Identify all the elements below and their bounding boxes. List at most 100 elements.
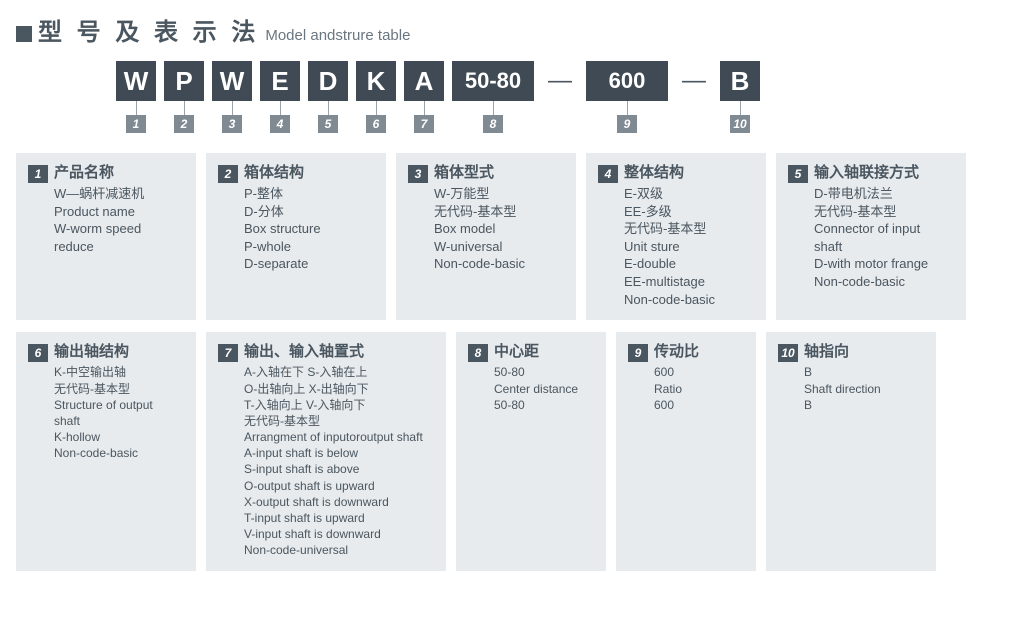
card-body: W-万能型 无代码-基本型 Box model W-universal Non-… <box>434 185 564 273</box>
card-badge-5: 5 <box>788 165 808 183</box>
code-column-2: P2 <box>164 61 204 133</box>
dash-separator: — <box>542 61 578 95</box>
legend-card-3: 3 箱体型式W-万能型 无代码-基本型 Box model W-universal… <box>396 153 576 320</box>
card-title: 箱体结构 <box>244 163 304 183</box>
code-box-2: P <box>164 61 204 101</box>
selector-badge-3: 3 <box>222 115 242 133</box>
code-box-6: K <box>356 61 396 101</box>
tick-line <box>328 101 329 115</box>
card-head: 3 箱体型式 <box>408 163 564 183</box>
card-head: 10 轴指向 <box>778 342 924 362</box>
legend-card-8: 8 中心距50-80 Center distance 50-80 <box>456 332 606 571</box>
legend-card-9: 9 传动比600 Ratio 600 <box>616 332 756 571</box>
title-cn: 型 号 及 表 示 法 <box>38 12 259 47</box>
tick-line <box>136 101 137 115</box>
card-title: 箱体型式 <box>434 163 494 183</box>
selector-badge-10: 10 <box>730 115 750 133</box>
tick-line <box>232 101 233 115</box>
code-column-10: B 10 <box>720 61 760 133</box>
code-box-4: E <box>260 61 300 101</box>
code-box-5: D <box>308 61 348 101</box>
cards-row-1: 1 产品名称W—蜗杆减速机 Product name W-worm speed r… <box>16 153 1011 320</box>
selector-badge-2: 2 <box>174 115 194 133</box>
card-body: P-整体 D-分体 Box structure P-whole D-separa… <box>244 185 374 273</box>
card-head: 8 中心距 <box>468 342 594 362</box>
code-column-5: D5 <box>308 61 348 133</box>
page-title: 型 号 及 表 示 法 Model andstrure table <box>16 12 1011 47</box>
code-column-1: W1 <box>116 61 156 133</box>
card-body: D-带电机法兰 无代码-基本型 Connector of input shaft… <box>814 185 954 290</box>
code-column-3: W3 <box>212 61 252 133</box>
card-badge-4: 4 <box>598 165 618 183</box>
title-square-icon <box>16 26 32 42</box>
card-title: 输入轴联接方式 <box>814 163 919 183</box>
code-column-7: A7 <box>404 61 444 133</box>
card-body: 600 Ratio 600 <box>654 364 744 413</box>
code-column-6: K6 <box>356 61 396 133</box>
card-body: B Shaft direction B <box>804 364 924 413</box>
tick-line <box>493 101 494 115</box>
selector-badge-9: 9 <box>617 115 637 133</box>
legend-card-7: 7 输出、输入轴置式A-入轴在下 S-入轴在上 O-出轴向上 X-出轴向下 T-入… <box>206 332 446 571</box>
dash-separator: — <box>676 61 712 95</box>
tick-line <box>184 101 185 115</box>
legend-card-4: 4 整体结构E-双级 EE-多级 无代码-基本型 Unit sture E-dou… <box>586 153 766 320</box>
card-body-cn: A-入轴在下 S-入轴在上 O-出轴向上 X-出轴向下 T-入轴向上 V-入轴向… <box>244 364 434 429</box>
tick-line <box>740 101 741 115</box>
card-body: E-双级 EE-多级 无代码-基本型 Unit sture E-double E… <box>624 185 754 308</box>
selector-badge-1: 1 <box>126 115 146 133</box>
card-body: 50-80 Center distance 50-80 <box>494 364 594 413</box>
card-title: 输出轴结构 <box>54 342 129 362</box>
card-head: 6 输出轴结构 <box>28 342 184 362</box>
card-badge-3: 3 <box>408 165 428 183</box>
legend-card-1: 1 产品名称W—蜗杆减速机 Product name W-worm speed r… <box>16 153 196 320</box>
card-title: 产品名称 <box>54 163 114 183</box>
card-body: K-中空输出轴 无代码-基本型 Structure of output shaf… <box>54 364 184 461</box>
code-box-9: 600 <box>586 61 668 101</box>
model-code-selector: W1P2W3E4D5K6A750-808—6009—B10 <box>116 61 1011 133</box>
legend-card-5: 5 输入轴联接方式D-带电机法兰 无代码-基本型 Connector of inp… <box>776 153 966 320</box>
code-box-8: 50-80 <box>452 61 534 101</box>
card-badge-10: 10 <box>778 344 798 362</box>
card-title: 输出、输入轴置式 <box>244 342 364 362</box>
tick-line <box>376 101 377 115</box>
tick-line <box>280 101 281 115</box>
cards-row-2: 6 输出轴结构K-中空输出轴 无代码-基本型 Structure of outpu… <box>16 332 1011 571</box>
card-head: 2 箱体结构 <box>218 163 374 183</box>
card-head: 9 传动比 <box>628 342 744 362</box>
selector-badge-4: 4 <box>270 115 290 133</box>
code-box-10: B <box>720 61 760 101</box>
selector-badge-7: 7 <box>414 115 434 133</box>
code-box-7: A <box>404 61 444 101</box>
card-badge-2: 2 <box>218 165 238 183</box>
tick-line <box>627 101 628 115</box>
selector-badge-8: 8 <box>483 115 503 133</box>
card-badge-8: 8 <box>468 344 488 362</box>
legend-card-10: 10 轴指向B Shaft direction B <box>766 332 936 571</box>
legend-card-2: 2 箱体结构P-整体 D-分体 Box structure P-whole D-s… <box>206 153 386 320</box>
card-badge-6: 6 <box>28 344 48 362</box>
tick-line <box>424 101 425 115</box>
code-column-4: E4 <box>260 61 300 133</box>
card-body: W—蜗杆减速机 Product name W-worm speed reduce <box>54 185 184 255</box>
card-title: 传动比 <box>654 342 699 362</box>
selector-badge-6: 6 <box>366 115 386 133</box>
code-column-8: 50-80 8 <box>452 61 534 133</box>
code-box-1: W <box>116 61 156 101</box>
card-title: 整体结构 <box>624 163 684 183</box>
card-badge-9: 9 <box>628 344 648 362</box>
card-head: 1 产品名称 <box>28 163 184 183</box>
card-badge-1: 1 <box>28 165 48 183</box>
code-box-3: W <box>212 61 252 101</box>
legend-card-6: 6 输出轴结构K-中空输出轴 无代码-基本型 Structure of outpu… <box>16 332 196 571</box>
selector-badge-5: 5 <box>318 115 338 133</box>
card-title: 轴指向 <box>804 342 849 362</box>
card-body-en: Arrangment of inputoroutput shaft A-inpu… <box>244 429 434 559</box>
title-en: Model andstrure table <box>265 27 410 44</box>
card-head: 7 输出、输入轴置式 <box>218 342 434 362</box>
code-column-9: 600 9 <box>586 61 668 133</box>
card-title: 中心距 <box>494 342 539 362</box>
card-head: 4 整体结构 <box>598 163 754 183</box>
card-head: 5 输入轴联接方式 <box>788 163 954 183</box>
card-badge-7: 7 <box>218 344 238 362</box>
